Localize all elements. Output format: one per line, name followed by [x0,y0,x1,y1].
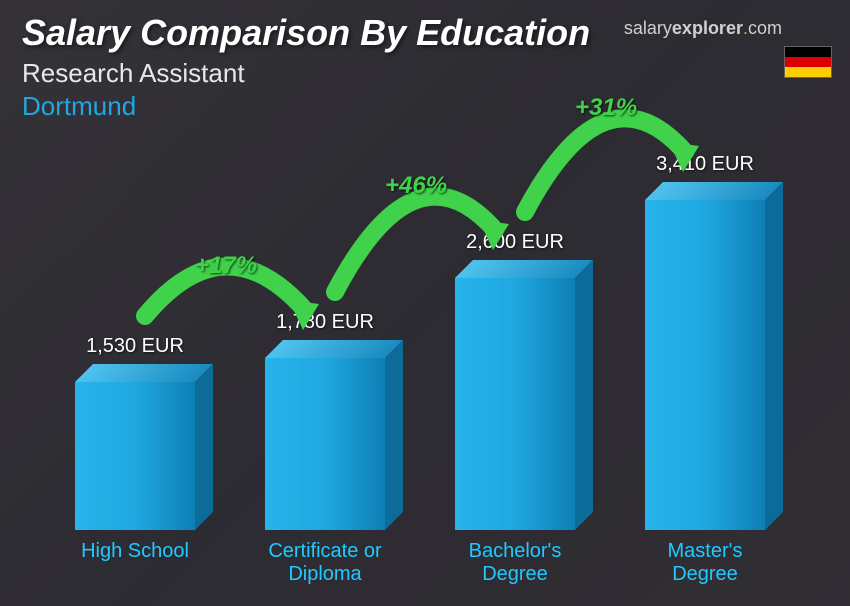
bar-category-label: Master'sDegree [668,540,743,588]
bar-side-face [385,340,403,530]
bar-front-face [455,278,575,530]
bar-top-face [455,260,575,278]
bar-value-label: 1,530 EUR [86,335,184,358]
bar-slot: 1,780 EUR Certificate orDiploma [245,311,405,588]
bar-front-face [265,358,385,530]
bar-3d [455,260,575,530]
watermark-mid: explorer [672,18,743,38]
bar-value-label: 2,600 EUR [466,231,564,254]
bar-slot: 1,530 EUR High School [55,335,215,588]
bar-category-label: Certificate orDiploma [268,540,381,588]
job-subtitle: Research Assistant [22,58,828,89]
bar-top-face [265,340,385,358]
flag-stripe-1 [785,47,831,57]
bar-side-face [765,182,783,530]
germany-flag-icon [784,46,832,78]
salary-bar-chart: 1,530 EUR High School 1,780 EUR Certificate… [40,150,800,588]
bar-side-face [575,260,593,530]
watermark-prefix: salary [624,18,672,38]
bar-top-face [645,182,765,200]
bar-top-face [75,364,195,382]
bar-category-label: High School [81,540,189,588]
watermark-suffix: com [748,18,782,38]
bar-3d [75,364,195,530]
bar-value-label: 3,410 EUR [656,153,754,176]
bar-side-face [195,364,213,530]
bar-slot: 2,600 EUR Bachelor'sDegree [435,231,595,588]
bar-slot: 3,410 EUR Master'sDegree [625,153,785,588]
site-watermark: salaryexplorer.com [624,18,782,39]
bar-3d [645,182,765,530]
bar-value-label: 1,780 EUR [276,311,374,334]
flag-stripe-3 [785,67,831,77]
location-subtitle: Dortmund [22,91,828,122]
bar-3d [265,340,385,530]
bar-front-face [75,382,195,530]
flag-stripe-2 [785,57,831,67]
bar-category-label: Bachelor'sDegree [469,540,562,588]
bar-front-face [645,200,765,530]
